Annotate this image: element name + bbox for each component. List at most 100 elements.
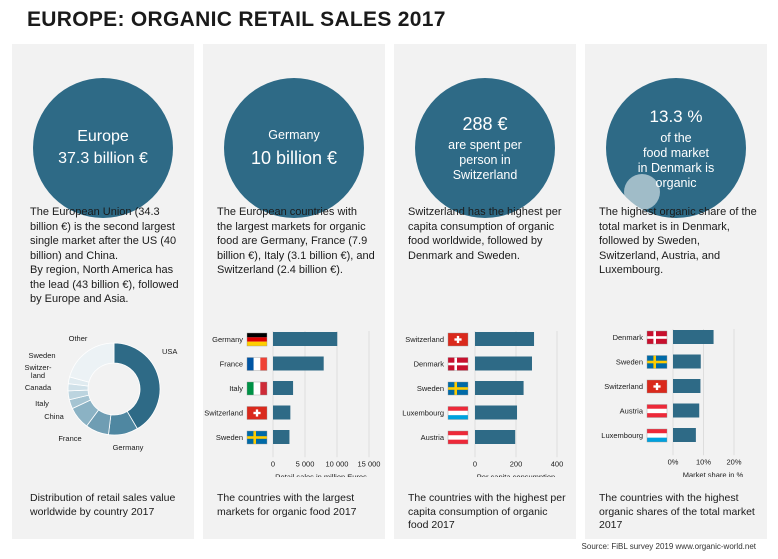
circle-line: Germany [268,127,320,142]
x-tick-label: 5 000 [296,459,315,468]
circle-europe: Europe 37.3 billion € [33,78,173,218]
category-label: Denmark [414,360,445,369]
flag-se-icon [447,381,469,396]
bar [673,428,696,442]
chart-caption: The countries with the highest per capit… [408,492,566,531]
category-label: Switzerland [604,382,643,391]
donut-label: Canada [25,383,52,392]
source-note: Source: FiBL survey 2019 www.organic-wor… [581,542,756,551]
bar [273,405,291,420]
flag-de-icon [246,332,268,347]
highlight-bubble [624,174,660,210]
circle-line: Europe [77,128,129,145]
bar [673,403,700,418]
x-axis-label: Retail sales in million Euros [275,472,367,477]
circle-line: 37.3 billion € [58,150,148,167]
category-label: Austria [421,433,445,442]
circle-line: are spent per [448,138,522,152]
panel-germany: Germany 10 billion € The European countr… [203,44,385,539]
bar [475,405,518,420]
panel-description: Switzerland has the highest per capita c… [408,205,566,263]
bar-chart-market-size: 0 5 000 10 000 15 000 Germany France Italy Swit… [204,331,381,477]
bar [673,379,701,393]
chart-caption: Distribution of retail sales value world… [30,492,176,518]
donut-slice [113,342,161,430]
bar [673,330,714,344]
panel-description: The European Union (34.3 billion €) is t… [30,205,188,307]
circle-denmark: 13.3 % of the food market in Denmark is … [606,78,746,218]
chart-caption: The countries with the largest markets f… [217,492,357,518]
donut-label: USA [162,347,177,356]
x-axis-label: Per capita consumptionin euros [477,472,555,477]
flag-dk-icon [646,330,668,345]
bar [475,430,516,444]
panel-description: The highest organic share of the total m… [599,205,757,278]
circle-line: of the [660,130,692,145]
bar-chart-per-capita: 0 200 400 Switzerland Denmark Sweden Luxembour… [402,331,564,477]
page-title: EUROPE: ORGANIC RETAIL SALES 2017 [27,8,446,31]
flag-lu-icon [646,428,668,443]
category-label: Sweden [216,433,243,442]
x-tick-label: 15 000 [358,459,381,468]
bar [475,332,535,346]
circle-line: 13.3 % [649,106,703,126]
bar [273,332,338,346]
circle-line: in Denmark is [637,160,715,175]
donut-chart: USA Germany France China Italy Canada Switzer-… [24,334,177,452]
panel-europe: Europe 37.3 billion € The European Union… [12,44,194,539]
circle-line: Switzerland [452,168,518,182]
flag-ch-icon [246,406,268,420]
description-paragraph: The highest organic share of the total m… [599,206,757,276]
panel-switzerland: 288 € are spent per person in Switzerlan… [394,44,576,539]
x-tick-label: 10 000 [326,459,349,468]
donut-label: Italy [35,399,49,408]
flag-ch-icon [646,379,668,394]
category-label: Sweden [616,358,643,367]
category-label: Denmark [613,333,644,342]
circle-line: 288 € [462,114,508,134]
panel-description: The European countries with the largest … [217,205,375,278]
donut-label: Other [69,334,88,343]
flag-fr-icon [246,357,268,371]
flag-at-icon [646,404,668,418]
category-label: Switzerland [405,335,444,344]
x-tick-label: 0 [473,459,477,468]
x-tick-label: 0 [271,459,275,468]
x-tick-label: 400 [551,459,564,468]
category-label: France [220,360,243,369]
bar [475,356,532,371]
chart-caption: The countries with the highest organic s… [599,492,755,531]
flag-se-icon [246,430,268,445]
donut-slice [69,342,115,383]
description-paragraph: The European Union (34.3 billion €) is t… [30,206,177,262]
bar [475,381,524,395]
circle-switzerland: 288 € are spent per person in Switzerlan… [415,78,555,218]
category-label: Luxembourg [601,431,643,440]
circle-line: organic [655,175,697,190]
description-paragraph: By region, North America has the lead (4… [30,264,179,305]
bar [273,381,294,395]
flag-dk-icon [447,357,469,371]
donut-label: Switzer-land [24,363,52,380]
panel-denmark: 13.3 % of the food market in Denmark is … [585,44,767,539]
bar [273,356,324,371]
x-tick-label: 20% [726,457,741,466]
donut-label: China [44,412,64,421]
category-label: Luxembourg [402,409,444,418]
bar-chart-market-share: 0% 10% 20% Denmark Sweden Switzerland Austria L… [601,329,744,477]
circle-line: person in [459,153,511,167]
donut-label: Sweden [28,351,55,360]
donut-label: France [58,434,81,443]
flag-it-icon [246,381,268,396]
x-tick-label: 200 [510,459,523,468]
category-label: Italy [229,384,243,393]
circle-line: 10 billion € [250,147,338,168]
circle-germany: Germany 10 billion € [224,78,364,218]
donut-label: Germany [113,443,144,452]
bar [273,430,290,444]
category-label: Austria [620,407,644,416]
flag-at-icon [447,430,469,445]
x-tick-label: 0% [668,457,679,466]
bar [673,354,701,369]
x-axis-label: Market share in % [683,470,744,477]
